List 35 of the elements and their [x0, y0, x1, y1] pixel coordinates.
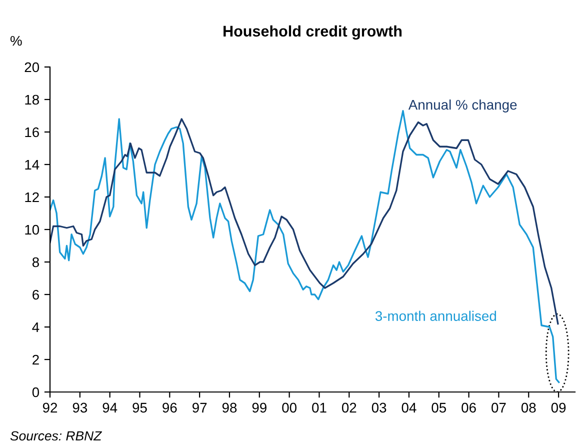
y-tick-label: 14: [25, 160, 40, 170]
y-tick-label: 4: [32, 322, 40, 332]
y-tick-label: 2: [32, 354, 39, 365]
x-tick-label: 92: [42, 402, 58, 413]
x-tick-label: 97: [192, 402, 207, 413]
y-tick-label: 18: [25, 94, 39, 105]
x-tick-label: 98: [222, 402, 237, 413]
x-tick-label: 02: [342, 402, 356, 413]
x-tick-label: 96: [162, 402, 177, 413]
y-tick-label: 6: [32, 290, 39, 300]
y-tick-label: 12: [25, 192, 39, 202]
series-label: Annual % change: [408, 100, 517, 112]
x-tick-label: 09: [551, 402, 566, 413]
y-axis-title: %: [10, 36, 22, 46]
y-tick-label: 8: [32, 257, 39, 268]
source-note: Sources: RBNZ: [10, 431, 102, 441]
x-tick-label: 06: [462, 402, 476, 413]
x-tick-label: 00: [282, 402, 296, 413]
x-tick-label: 95: [132, 402, 147, 413]
chart-title: Household credit growth: [224, 25, 402, 40]
x-tick-label: 01: [312, 402, 326, 413]
y-tick-label: 10: [25, 224, 40, 235]
x-tick-label: 07: [492, 402, 506, 413]
x-tick-label: 04: [402, 402, 416, 413]
x-tick-label: 08: [521, 402, 536, 413]
y-tick-label: 0: [32, 387, 40, 398]
y-tick-label: 20: [24, 62, 40, 72]
x-tick-label: 99: [252, 402, 266, 413]
line-series: [50, 118, 559, 325]
x-tick-label: 05: [432, 402, 446, 413]
x-tick-label: 03: [372, 402, 386, 413]
text: 3-month annualised: [375, 310, 496, 321]
x-tick-label: 93: [72, 402, 88, 413]
y-tick-label: 16: [25, 127, 39, 138]
x-tick-label: 94: [102, 402, 118, 413]
